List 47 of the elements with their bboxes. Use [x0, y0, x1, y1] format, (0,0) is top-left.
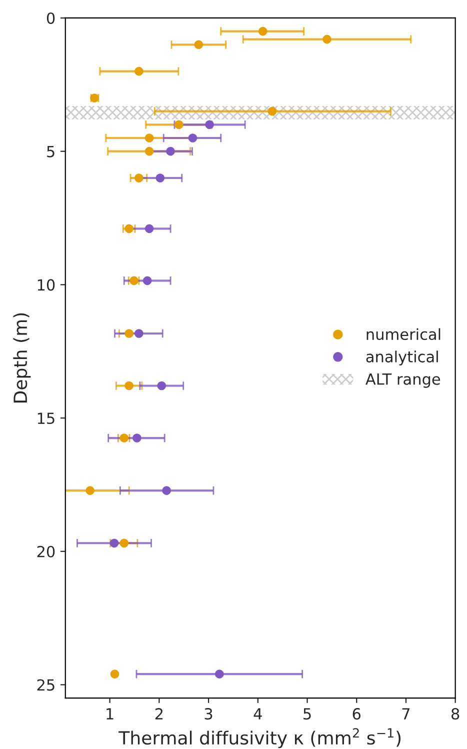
x-tick-label: 4: [254, 708, 262, 720]
point: [144, 146, 154, 156]
y-tick-label: 25: [37, 679, 54, 691]
legend-label: analytical: [366, 350, 438, 366]
point: [110, 538, 119, 548]
point: [124, 224, 134, 234]
x-axis-title: Thermal diffusivity κ (mm$^{2}$ s$^{−1}$): [118, 728, 401, 748]
x-tick-label: 3: [204, 708, 212, 720]
point: [156, 174, 165, 182]
point: [268, 106, 277, 116]
x-tick-label: 8: [452, 708, 460, 720]
point: [166, 146, 175, 156]
point: [86, 486, 94, 495]
point: [120, 434, 129, 442]
point: [144, 134, 154, 142]
y-tick-label: 10: [38, 279, 55, 291]
point: [214, 670, 224, 678]
y-tick-label: 0: [46, 12, 55, 24]
point: [174, 120, 184, 130]
point: [142, 276, 152, 286]
x-tick-label: 6: [352, 708, 361, 720]
point: [258, 26, 268, 36]
point: [134, 174, 144, 182]
point: [188, 134, 198, 142]
y-tick-label: 20: [37, 546, 55, 558]
y-axis-title: Depth (m): [13, 313, 31, 402]
point: [134, 66, 144, 76]
point: [205, 120, 214, 130]
point: [132, 434, 142, 442]
x-tick-label: 1: [106, 708, 114, 720]
point: [144, 224, 154, 234]
point: [157, 381, 166, 390]
y-tick-label: 5: [47, 146, 54, 158]
point: [322, 34, 332, 44]
point: [124, 381, 134, 390]
x-tick-label: 5: [304, 708, 311, 720]
legend-label: ALT range: [366, 374, 440, 388]
point: [120, 538, 129, 548]
y-tick-label: 15: [38, 412, 54, 424]
x-tick-label: 2: [155, 708, 162, 720]
x-tick-label: 7: [402, 708, 410, 720]
point: [194, 40, 204, 50]
point: [162, 486, 171, 495]
point: [134, 329, 144, 338]
point: [124, 329, 134, 338]
legend-label: numerical: [366, 328, 440, 340]
point: [110, 670, 120, 678]
